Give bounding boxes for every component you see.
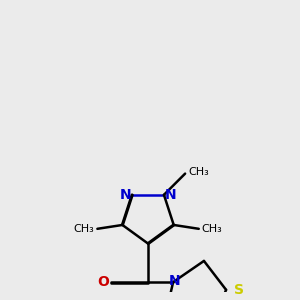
Text: N: N [168,274,180,288]
Text: CH₃: CH₃ [188,167,209,177]
Text: CH₃: CH₃ [74,224,94,234]
Text: N: N [165,188,176,202]
Text: CH₃: CH₃ [202,224,222,234]
Text: N: N [120,188,131,202]
Text: S: S [234,283,244,297]
Text: O: O [97,275,109,289]
